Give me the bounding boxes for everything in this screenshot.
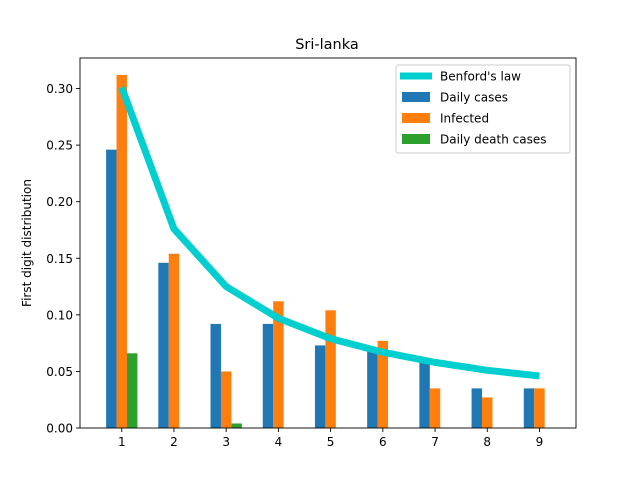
bar-daily-death-cases-3 bbox=[231, 423, 242, 428]
x-tick-label-3: 3 bbox=[222, 435, 230, 449]
bar-daily-cases-5 bbox=[314, 345, 326, 428]
x-tick-label-5: 5 bbox=[327, 435, 335, 449]
x-tick-label-7: 7 bbox=[431, 435, 439, 449]
bar-daily-cases-6 bbox=[367, 351, 378, 428]
bar-daily-cases-9 bbox=[523, 388, 535, 428]
y-axis-label: First digit distribution bbox=[20, 179, 34, 307]
bar-daily-cases-3 bbox=[210, 323, 221, 428]
bar-infected-2 bbox=[168, 253, 180, 428]
bars-layer bbox=[106, 74, 545, 429]
x-tick-label-2: 2 bbox=[170, 435, 178, 449]
legend-swatch-daily-cases bbox=[402, 92, 430, 102]
legend-box bbox=[395, 64, 571, 154]
bar-infected-4 bbox=[273, 301, 284, 428]
benford-line bbox=[118, 86, 540, 380]
x-tick-label-8: 8 bbox=[483, 435, 491, 449]
bar-infected-5 bbox=[325, 310, 336, 428]
bar-infected-7 bbox=[429, 388, 441, 428]
bar-infected-9 bbox=[534, 388, 545, 428]
y-tick-label-5: 0.25 bbox=[46, 139, 73, 153]
y-tick-label-0: 0.00 bbox=[46, 422, 73, 436]
bar-infected-3 bbox=[220, 371, 232, 428]
plot-frame bbox=[79, 57, 577, 429]
bar-infected-1 bbox=[116, 74, 127, 429]
bar-infected-6 bbox=[377, 340, 389, 428]
benford-line-layer bbox=[118, 86, 540, 380]
legend-swatch-infected bbox=[402, 113, 430, 123]
y-tick-label-3: 0.15 bbox=[46, 252, 73, 266]
x-tick-label-4: 4 bbox=[275, 435, 283, 449]
x-tick-label-1: 1 bbox=[118, 435, 126, 449]
x-tick-label-6: 6 bbox=[379, 435, 387, 449]
legend-label-benford-s-law: Benford's law bbox=[440, 70, 521, 84]
legend-label-infected: Infected bbox=[440, 112, 489, 126]
bar-daily-cases-7 bbox=[419, 362, 430, 428]
chart-title: Sri-lanka bbox=[295, 37, 359, 53]
legend-swatch-daily-death-cases bbox=[402, 134, 430, 144]
y-tick-label-6: 0.30 bbox=[46, 82, 73, 96]
legend-label-daily-cases: Daily cases bbox=[440, 91, 508, 105]
bar-daily-cases-8 bbox=[471, 388, 483, 428]
y-tick-label-2: 0.10 bbox=[46, 308, 73, 322]
y-tick-label-4: 0.20 bbox=[46, 195, 73, 209]
y-tick-label-1: 0.05 bbox=[46, 365, 73, 379]
bar-daily-death-cases-1 bbox=[126, 353, 138, 428]
bar-daily-cases-4 bbox=[262, 323, 274, 428]
bar-infected-8 bbox=[482, 397, 493, 428]
legend-label-daily-death-cases: Daily death cases bbox=[440, 133, 547, 147]
axes-layer: 1 2 3 4 5 6 7 8 9 0.00 0.05 0.10 0.15 0.20 0.25 0.30 bbox=[46, 57, 577, 449]
bar-daily-cases-1 bbox=[106, 149, 117, 429]
bar-daily-cases-2 bbox=[158, 262, 169, 428]
x-tick-label-9: 9 bbox=[536, 435, 544, 449]
legend: Benford's law Daily cases Infected Daily de… bbox=[395, 64, 571, 154]
